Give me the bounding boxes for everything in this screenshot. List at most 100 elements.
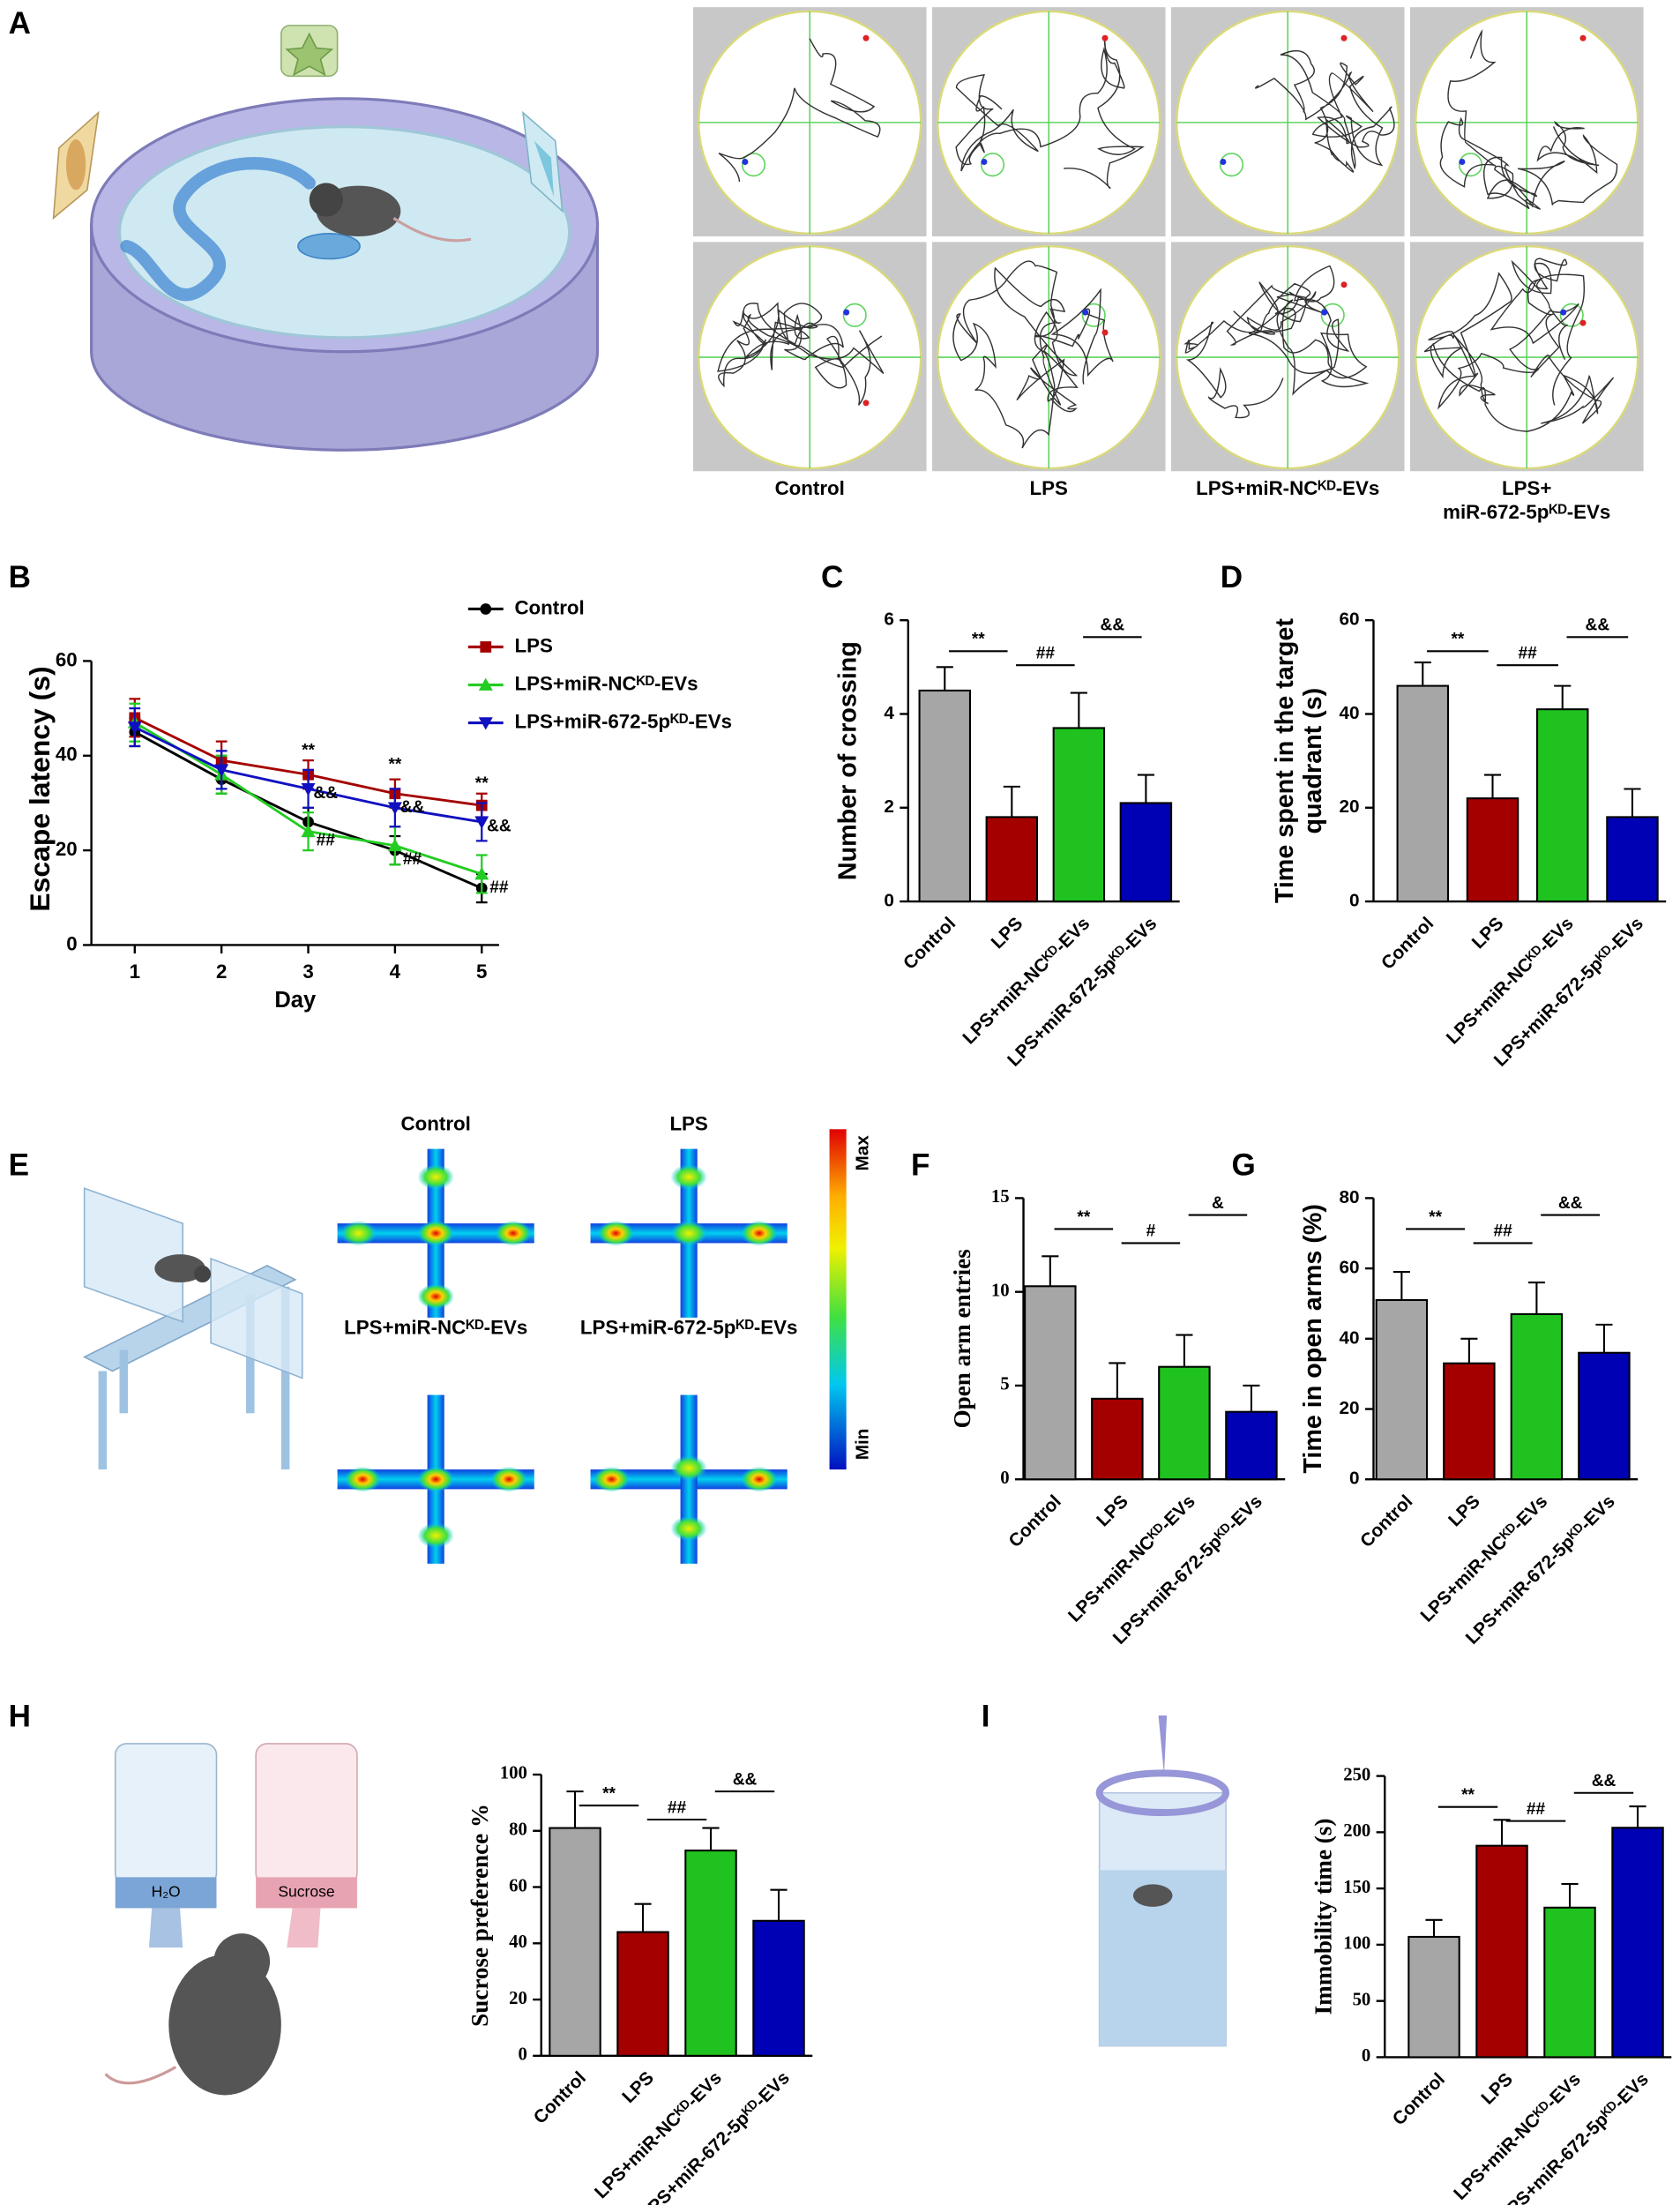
hot-spot [417, 1220, 454, 1246]
y-axis-label: Time spent in the target [1271, 618, 1299, 904]
start-point [1579, 319, 1587, 326]
y-tick-label: 60 [56, 648, 78, 670]
y-tick-label: 40 [1339, 703, 1359, 723]
legend-label: LPS+miR-NCᴷᴰ-EVs [514, 672, 698, 694]
track-grid [692, 7, 1644, 472]
x-tick-label: 2 [216, 960, 227, 983]
hot-spot [670, 1220, 707, 1246]
forced-swim-illustration [1095, 1715, 1230, 2047]
group-label: LPS+ [1502, 477, 1551, 499]
end-point [843, 309, 850, 316]
y-tick-label: 10 [991, 1281, 1010, 1300]
bar [918, 689, 971, 903]
x-tick-label: LPS+miR-NCᴷᴰ-EVs [1450, 2069, 1585, 2204]
x-tick-label: LPS+miR-NCᴷᴰ-EVs [591, 2067, 726, 2202]
plus-maze-illustration [82, 1187, 303, 1470]
y-axis-label: Immobility time (s) [1310, 1819, 1336, 2015]
y-tick-label: 0 [1000, 1469, 1009, 1488]
significance-label: && [1586, 617, 1610, 635]
marker [478, 717, 493, 730]
hot-spot [495, 1220, 532, 1246]
group-label: LPS [1030, 477, 1068, 499]
hot-spot [741, 1220, 778, 1246]
group-label: Control [775, 477, 845, 499]
error-bar [1137, 774, 1154, 804]
y-tick-label: 40 [509, 1932, 527, 1952]
error-bar [936, 666, 953, 691]
y-tick-label: 20 [1339, 796, 1359, 817]
marker [474, 816, 489, 829]
significance-label: ## [1494, 1222, 1513, 1241]
y-tick-label: 40 [1339, 1327, 1359, 1348]
hot-spot [670, 1455, 707, 1481]
hot-spot [417, 1522, 454, 1549]
y-tick-label: 0 [1349, 1469, 1360, 1489]
bottle-label: H₂O [152, 1883, 181, 1901]
y-tick-label: 0 [884, 891, 894, 911]
bottle-label: Sucrose [278, 1883, 334, 1901]
marker [478, 677, 493, 691]
error-bar [1624, 788, 1641, 818]
marker [214, 764, 229, 777]
hot-spot [417, 1283, 454, 1310]
bar [1606, 816, 1659, 903]
y-tick-label: 15 [991, 1187, 1010, 1207]
hot-spot [340, 1220, 377, 1246]
x-tick-label: Control [900, 913, 959, 973]
error-bar [1561, 1882, 1579, 1908]
x-tick-label: Control [530, 2067, 590, 2127]
y-tick-label: 0 [66, 932, 77, 954]
scale-min: Min [852, 1429, 872, 1461]
panel-label: G [1231, 1148, 1255, 1183]
hot-spot [670, 1164, 707, 1190]
target [1081, 303, 1106, 327]
y-tick-label: 100 [1343, 1934, 1370, 1954]
y-tick-label: 2 [884, 796, 894, 817]
x-tick-label: 3 [302, 960, 313, 983]
y-tick-label: 60 [1339, 1258, 1359, 1278]
start-point [1579, 34, 1587, 41]
error-bar [770, 1888, 788, 1921]
annotation: ## [317, 831, 336, 849]
error-bar [1393, 1271, 1410, 1300]
heatmap-title: LPS+miR-672-5pᴷᴰ-EVs [580, 1317, 798, 1339]
x-tick-label: LPS [1468, 913, 1508, 953]
bar [1578, 1351, 1631, 1481]
error-bar [1003, 785, 1020, 818]
y-tick-label: 6 [884, 609, 894, 630]
start-point [1101, 329, 1109, 336]
bar [616, 1931, 669, 2057]
target [741, 153, 766, 177]
significance-label: ## [1527, 1800, 1546, 1819]
bar [1396, 684, 1450, 903]
hot-spot [417, 1164, 454, 1190]
x-tick-label: 5 [476, 960, 487, 983]
color-scale-bar [829, 1129, 847, 1470]
significance-label: && [1558, 1194, 1583, 1213]
hot-spot [670, 1515, 707, 1542]
marker [127, 721, 142, 735]
annotation: ** [302, 741, 315, 759]
annotation: && [400, 798, 425, 817]
panel-label: B [9, 560, 31, 594]
bar [549, 1827, 601, 2057]
y-tick-label: 20 [1339, 1398, 1359, 1418]
error-bar [1243, 1384, 1260, 1412]
bar [1119, 802, 1173, 903]
x-tick-label: Control [1389, 2069, 1449, 2129]
x-tick-label: Control [1356, 1491, 1416, 1551]
y-tick-label: 5 [1000, 1375, 1009, 1394]
panel-label: I [982, 1699, 990, 1733]
hot-spot [741, 1466, 778, 1492]
start-point [862, 400, 870, 407]
y-tick-label: 250 [1343, 1765, 1370, 1784]
y-tick-label: 150 [1343, 1878, 1370, 1897]
significance-label: ** [602, 1784, 616, 1803]
swim-path [1183, 265, 1370, 419]
end-point [1560, 309, 1567, 316]
significance-label: && [733, 1770, 758, 1789]
start-point [1101, 34, 1109, 41]
significance-label: ## [1518, 645, 1537, 663]
start-point [862, 34, 870, 41]
